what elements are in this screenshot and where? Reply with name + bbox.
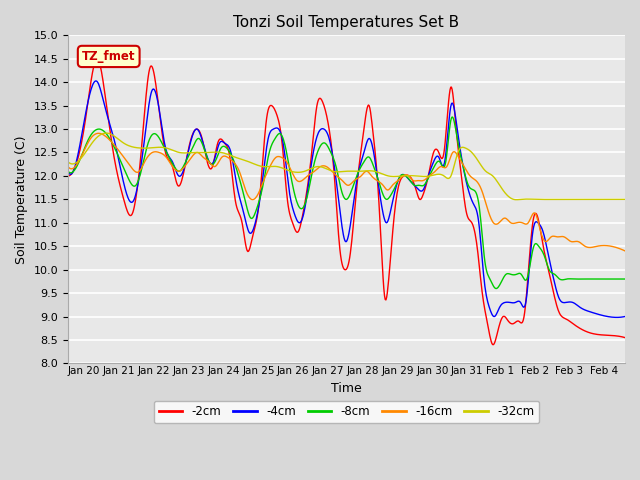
-32cm: [99, 131, 106, 137]
-32cm: [487, 172, 495, 178]
-32cm: [420, 173, 428, 179]
-32cm: [513, 197, 520, 203]
-8cm: [492, 286, 500, 291]
-16cm: [64, 164, 72, 169]
-8cm: [621, 276, 629, 282]
-8cm: [403, 173, 410, 179]
-8cm: [419, 183, 427, 189]
Text: TZ_fmet: TZ_fmet: [82, 50, 136, 63]
-16cm: [420, 178, 428, 183]
-16cm: [99, 132, 107, 137]
Y-axis label: Soil Temperature (C): Soil Temperature (C): [15, 135, 28, 264]
Legend: -2cm, -4cm, -8cm, -16cm, -32cm: -2cm, -4cm, -8cm, -16cm, -32cm: [154, 401, 540, 423]
-4cm: [64, 168, 72, 174]
-4cm: [420, 186, 428, 192]
-4cm: [92, 78, 100, 84]
-16cm: [545, 237, 552, 243]
Line: -16cm: -16cm: [68, 133, 625, 251]
-2cm: [99, 77, 107, 83]
Title: Tonzi Soil Temperatures Set B: Tonzi Soil Temperatures Set B: [234, 15, 460, 30]
-32cm: [388, 174, 396, 180]
-2cm: [93, 56, 101, 61]
-4cm: [545, 252, 552, 258]
-16cm: [621, 248, 629, 254]
-4cm: [612, 314, 620, 320]
-2cm: [420, 191, 428, 196]
-2cm: [403, 172, 411, 178]
-4cm: [403, 174, 411, 180]
-32cm: [621, 196, 629, 202]
-2cm: [388, 235, 396, 241]
-32cm: [64, 159, 72, 165]
-2cm: [621, 335, 629, 340]
-2cm: [545, 269, 553, 275]
-4cm: [487, 310, 495, 315]
-4cm: [388, 201, 396, 206]
-8cm: [99, 127, 106, 133]
-4cm: [621, 313, 629, 319]
X-axis label: Time: Time: [331, 382, 362, 395]
-2cm: [490, 342, 497, 348]
-32cm: [545, 196, 553, 202]
-16cm: [95, 131, 102, 136]
Line: -2cm: -2cm: [68, 59, 625, 345]
-8cm: [487, 279, 495, 285]
-16cm: [487, 216, 495, 222]
-2cm: [64, 173, 72, 179]
-8cm: [545, 266, 553, 272]
-8cm: [448, 114, 456, 120]
-16cm: [388, 183, 396, 189]
-32cm: [403, 173, 411, 179]
Line: -32cm: -32cm: [68, 133, 625, 200]
-2cm: [487, 338, 495, 344]
-32cm: [102, 130, 110, 136]
-16cm: [403, 172, 411, 178]
-8cm: [64, 168, 72, 174]
Line: -4cm: -4cm: [68, 81, 625, 317]
-8cm: [388, 191, 396, 197]
-4cm: [99, 96, 107, 102]
Line: -8cm: -8cm: [68, 117, 625, 288]
